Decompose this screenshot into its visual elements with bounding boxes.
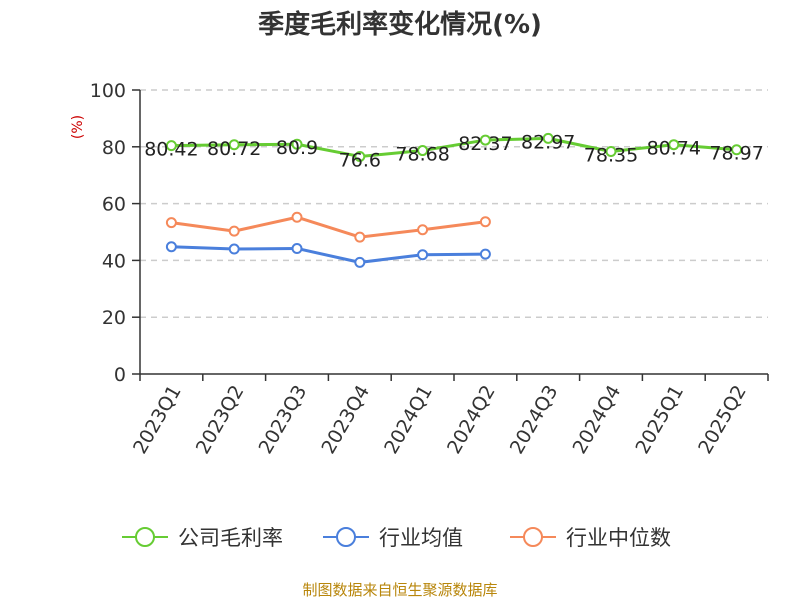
data-point-2-1: [228, 225, 240, 237]
y-tick-label-40: 40: [102, 250, 126, 272]
legend[interactable]: 公司毛利率 行业均值 行业中位数: [122, 526, 671, 550]
y-tick-label-100: 100: [90, 80, 126, 102]
x-tick-label-2024Q4: 2024Q4: [569, 382, 626, 458]
data-point-0-0: [165, 140, 177, 152]
y-tick-label-0: 0: [114, 364, 126, 386]
source-note: 制图数据来自恒生聚源数据库: [302, 581, 498, 599]
x-tick-label-2025Q1: 2025Q1: [631, 382, 688, 458]
y-tick-label-60: 60: [102, 194, 126, 216]
x-tick-label-2023Q2: 2023Q2: [192, 382, 249, 458]
legend-label-2: 行业中位数: [566, 526, 671, 550]
x-tick-label-2023Q4: 2023Q4: [317, 382, 374, 458]
data-point-0-5: [479, 134, 491, 146]
series-line-0: [171, 136, 737, 158]
data-point-0-6: [542, 132, 554, 144]
data-label-4: 78.68: [395, 144, 449, 166]
data-point-2-2: [291, 211, 303, 223]
series-1: [165, 241, 491, 268]
data-label-9: 78.97: [709, 143, 763, 165]
data-point-1-2: [291, 242, 303, 254]
data-point-0-9: [731, 144, 743, 156]
data-point-1-5: [479, 248, 491, 260]
data-point-0-8: [668, 139, 680, 151]
data-label-6: 82.97: [521, 131, 575, 153]
y-axis-label: (%): [70, 115, 86, 139]
legend-marker-2: [523, 527, 543, 547]
data-point-2-0: [165, 217, 177, 229]
data-point-1-4: [417, 249, 429, 261]
legend-marker-1: [336, 527, 356, 547]
legend-label-1: 行业均值: [379, 526, 463, 550]
gridlines: [140, 89, 768, 318]
x-tick-label-2023Q1: 2023Q1: [129, 382, 186, 458]
data-label-2: 80.9: [276, 137, 318, 159]
x-tick-label-2023Q3: 2023Q3: [255, 382, 312, 458]
legend-item-1[interactable]: 行业均值: [323, 526, 463, 550]
x-tick-label-2024Q3: 2024Q3: [506, 382, 563, 458]
series-lines: [165, 132, 743, 268]
x-tick-label-2024Q2: 2024Q2: [443, 382, 500, 458]
data-point-2-3: [354, 231, 366, 243]
series-2: [165, 211, 491, 243]
legend-label-0: 公司毛利率: [178, 526, 283, 550]
data-point-2-4: [417, 224, 429, 236]
data-point-0-4: [417, 145, 429, 157]
y-tick-label-20: 20: [102, 307, 126, 329]
legend-item-0[interactable]: 公司毛利率: [122, 526, 283, 550]
data-point-0-1: [228, 139, 240, 151]
series-0: [165, 132, 743, 162]
legend-item-2[interactable]: 行业中位数: [510, 526, 671, 550]
data-point-1-3: [354, 256, 366, 268]
data-label-0: 80.42: [144, 139, 198, 161]
data-point-2-5: [479, 216, 491, 228]
data-point-0-3: [354, 150, 366, 162]
series-line-1: [171, 245, 486, 264]
chart-title: 季度毛利率变化情况(%): [258, 10, 542, 40]
data-point-1-1: [228, 243, 240, 255]
series-line-2: [171, 215, 486, 239]
data-label-1: 80.72: [207, 138, 261, 160]
legend-marker-0: [135, 527, 155, 547]
data-label-3: 76.6: [339, 149, 381, 171]
data-point-0-2: [291, 138, 303, 150]
x-tick-label-2025Q2: 2025Q2: [694, 382, 751, 458]
x-axis-ticks: 2023Q1 2023Q2 2023Q3 2023Q4 2024Q1 2024Q2 2024…: [129, 374, 769, 458]
data-point-1-0: [165, 241, 177, 253]
data-labels: 80.42 80.72 80.9 76.6 78.68 82.37 82.97 78.35 80…: [144, 131, 764, 171]
data-point-0-7: [605, 145, 617, 157]
x-tick-label-2024Q1: 2024Q1: [380, 382, 437, 458]
y-tick-label-80: 80: [102, 137, 126, 159]
y-axis-ticks: 0 20 40 60 80 100: [90, 80, 140, 386]
data-label-7: 78.35: [584, 144, 638, 166]
data-label-5: 82.37: [458, 133, 512, 155]
data-label-8: 80.74: [647, 138, 701, 160]
